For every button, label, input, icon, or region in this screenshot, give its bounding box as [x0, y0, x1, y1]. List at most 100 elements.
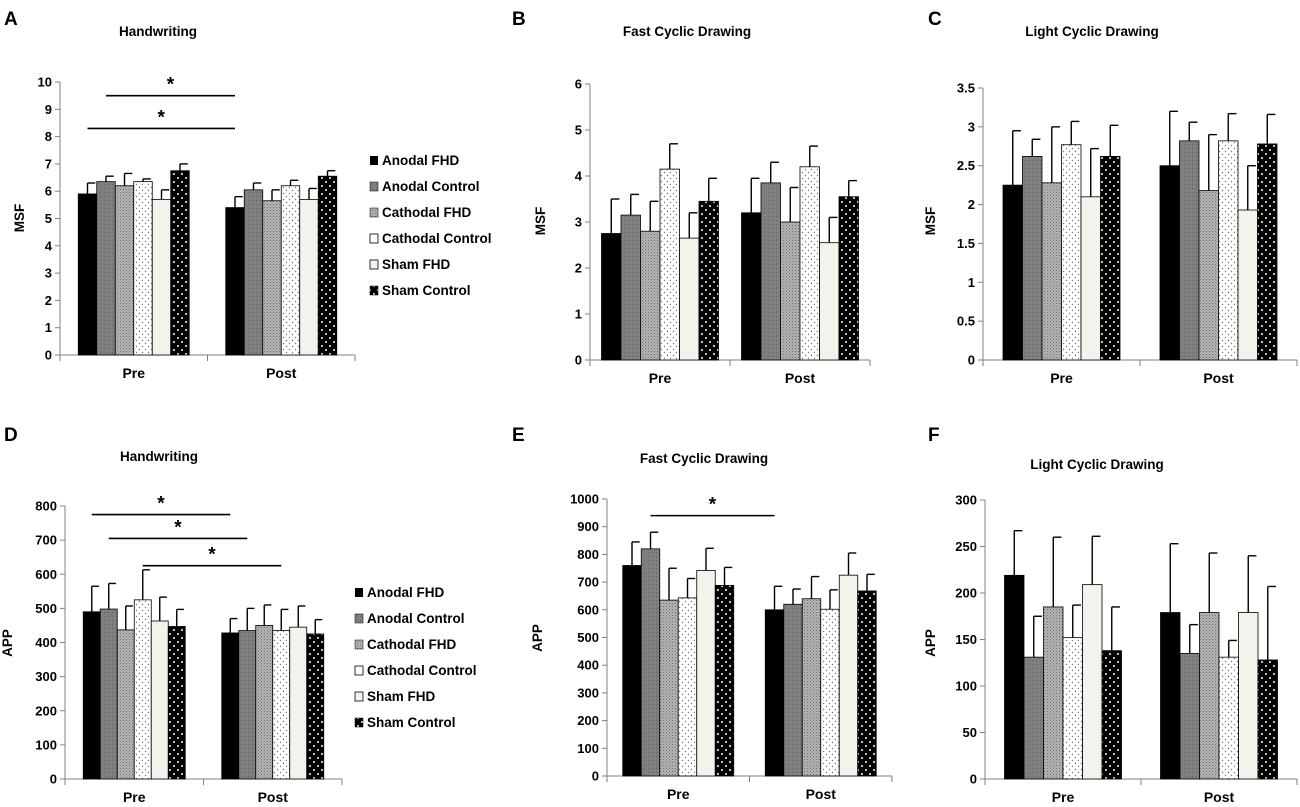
bar-sham-fhd-post — [838, 574, 859, 777]
y-tick-label: 0 — [968, 353, 975, 368]
bar-cathodal-control-pre — [1062, 637, 1083, 780]
chart-title: Handwriting — [119, 24, 197, 39]
y-tick-label: 500 — [35, 601, 57, 616]
y-tick-label: 200 — [35, 703, 57, 718]
y-tick-label: 2 — [968, 197, 975, 212]
significance-star: * — [158, 107, 166, 128]
y-tick-label: 3 — [575, 215, 582, 230]
legend-entry-anodal-fhd: Anodal FHD — [382, 153, 459, 168]
x-category-label-pre: Pre — [1052, 789, 1075, 805]
bar-anodal-fhd-post — [221, 632, 240, 780]
y-tick-label: 400 — [577, 658, 599, 673]
y-tick-label: 900 — [577, 519, 599, 534]
y-tick-label: 1.5 — [957, 236, 975, 251]
y-axis-label: MSF — [12, 204, 27, 233]
legend-swatch — [354, 717, 364, 728]
bar-anodal-fhd-pre — [77, 193, 98, 356]
legend-swatch — [354, 613, 364, 624]
bar-cathodal-fhd-pre — [116, 629, 135, 780]
y-tick-label: 600 — [577, 602, 599, 617]
x-category-label-pre: Pre — [649, 370, 672, 386]
panel-label-c: C — [928, 9, 942, 30]
bar-cathodal-control-post — [280, 185, 301, 356]
panel-label-f: F — [928, 425, 940, 446]
bar-cathodal-control-post — [272, 630, 291, 780]
legend-entry-sham-control: Sham Control — [367, 715, 456, 730]
y-tick-label: 600 — [35, 567, 57, 582]
bar-sham-control-post — [838, 196, 859, 361]
legend-entry-sham-fhd: Sham FHD — [367, 689, 436, 704]
y-tick-label: 0 — [45, 348, 52, 363]
y-tick-label: 8 — [45, 129, 52, 144]
bar-cathodal-fhd-pre — [659, 599, 679, 777]
legend-swatch — [370, 156, 378, 165]
bar-sham-fhd-pre — [679, 237, 700, 361]
y-tick-label: 6 — [45, 184, 52, 199]
bar-cathodal-fhd-pre — [640, 230, 661, 361]
y-tick-label: 50 — [963, 725, 977, 740]
y-tick-label: 4 — [575, 169, 583, 184]
bar-anodal-control-post — [1179, 140, 1200, 361]
panel-label-d: D — [4, 425, 18, 446]
legend-top: Anodal FHD Anodal Control Cathodal FHD C… — [369, 153, 492, 298]
y-tick-label: 5 — [45, 211, 52, 226]
legend-swatch — [354, 691, 364, 702]
chart-title: Handwriting — [120, 449, 198, 464]
bar-anodal-fhd-pre — [622, 565, 642, 777]
bar-anodal-control-pre — [640, 548, 661, 777]
legend-swatch — [354, 639, 364, 650]
significance-star: * — [167, 75, 175, 96]
y-tick-label: 300 — [577, 685, 599, 700]
bar-sham-fhd-pre — [1082, 584, 1103, 780]
y-axis-label: MSF — [923, 207, 938, 236]
bar-anodal-fhd-pre — [601, 233, 622, 361]
legend-entry-anodal-control: Anodal Control — [367, 611, 465, 626]
panel-b: B Fast Cyclic Drawing MSF 0 1 2 3 4 5 6 Pre Post — [512, 9, 871, 386]
bar-cathodal-fhd-post — [780, 221, 801, 361]
y-axis-label: MSF — [533, 207, 548, 236]
significance-star: * — [208, 545, 216, 566]
significance-star: * — [157, 494, 165, 515]
bar-cathodal-fhd-pre — [114, 185, 135, 356]
bar-sham-fhd-post — [1237, 209, 1258, 361]
y-tick-label: 0.5 — [957, 314, 975, 329]
bar-cathodal-control-post — [1218, 140, 1239, 361]
bar-anodal-control-pre — [1023, 656, 1044, 780]
bar-sham-fhd-post — [819, 242, 840, 361]
bar-sham-control-post — [317, 175, 338, 356]
x-category-label-post: Post — [1203, 370, 1234, 386]
legend-entry-cathodal-control: Cathodal Control — [382, 231, 492, 246]
y-tick-label: 3 — [45, 266, 52, 281]
bar-cathodal-control-post — [799, 166, 820, 361]
y-tick-label: 2 — [45, 293, 52, 308]
bar-cathodal-control-pre — [659, 168, 680, 361]
x-category-label-pre: Pre — [123, 789, 146, 805]
x-category-label-pre: Pre — [1050, 370, 1073, 386]
bar-cathodal-control-pre — [677, 597, 698, 777]
bar-cathodal-control-post — [1218, 656, 1239, 780]
y-tick-label: 5 — [575, 123, 582, 138]
y-axis-label: APP — [923, 629, 938, 657]
legend-swatch — [369, 181, 379, 192]
x-category-label-post: Post — [806, 786, 837, 802]
bar-sham-control-post — [857, 590, 877, 777]
y-tick-label: 2 — [575, 261, 582, 276]
panel-a: A Handwriting MSF 0 1 2 3 4 5 6 7 8 9 10 Pre Post ** — [4, 9, 356, 381]
y-tick-label: 200 — [577, 713, 599, 728]
y-tick-label: 0 — [575, 353, 582, 368]
bar-cathodal-fhd-pre — [1041, 182, 1062, 361]
y-axis-label: APP — [530, 624, 545, 652]
y-tick-label: 100 — [577, 741, 599, 756]
y-tick-label: 300 — [35, 669, 57, 684]
panel-label-b: B — [512, 9, 526, 30]
bar-sham-control-pre — [167, 626, 186, 780]
y-tick-label: 6 — [575, 77, 582, 92]
legend-entry-sham-control: Sham Control — [382, 283, 471, 298]
y-tick-label: 10 — [38, 75, 52, 90]
bar-cathodal-control-pre — [133, 599, 152, 780]
bar-anodal-control-pre — [1022, 155, 1043, 361]
y-tick-label: 7 — [45, 156, 52, 171]
bar-anodal-control-pre — [620, 214, 641, 361]
bar-anodal-fhd-post — [1159, 165, 1180, 361]
y-tick-label: 100 — [955, 679, 977, 694]
